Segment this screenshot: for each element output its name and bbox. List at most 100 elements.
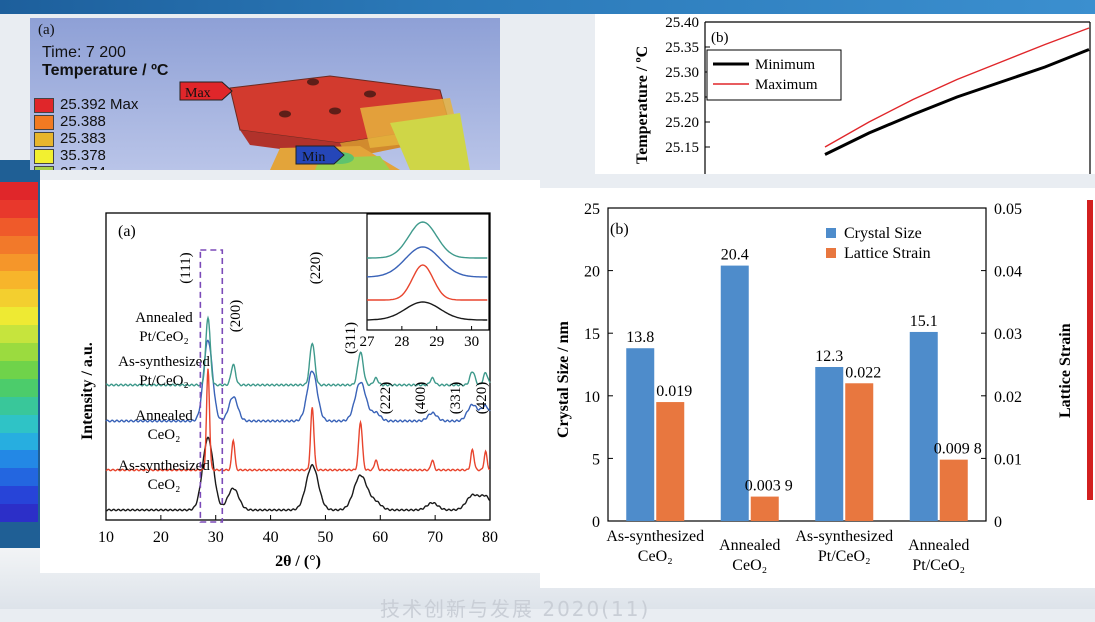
bar-crystal-size	[626, 348, 655, 521]
colorbar-cell	[0, 504, 38, 523]
colorbar-cell	[0, 468, 38, 487]
category-label: Annealed CeO₂	[719, 537, 780, 574]
y2-tick-label: 0.03	[994, 326, 1022, 343]
inset-x-tick-label: 30	[464, 334, 479, 350]
x-tick-label: 10	[98, 529, 114, 546]
data-label: 15.1	[910, 313, 938, 330]
inset-x-tick-label: 29	[429, 334, 444, 350]
inset-series-line	[367, 301, 488, 321]
x-tick-label: 40	[263, 529, 279, 546]
fea-simulation-panel: Max Min (a) Time: 7 200 Temperature / ºC…	[30, 18, 500, 170]
series-label-line: Pt/CeO₂	[139, 373, 188, 389]
x-tick-label: 80	[482, 529, 498, 546]
series-label: As-synthesized CeO₂	[118, 458, 210, 493]
bar-lattice-strain	[939, 459, 968, 521]
series-label-line: CeO₂	[148, 477, 181, 493]
fea-title: Temperature / ºC	[42, 62, 169, 79]
panel-label: (b)	[610, 221, 629, 238]
y2-tick-label: 0.05	[994, 201, 1022, 218]
panel-label: (a)	[118, 223, 136, 240]
series-label-line: CeO₂	[148, 427, 181, 443]
series-line-minimum	[824, 48, 1090, 156]
xrd-series-line	[105, 339, 491, 423]
peak-label: (400)	[413, 382, 429, 415]
x-tick-label: 20	[153, 529, 169, 546]
peak-label: (200)	[228, 300, 244, 333]
legend-box	[706, 49, 842, 101]
series-label: Annealed Pt/CeO₂	[135, 310, 193, 345]
legend-entry: Minimum	[755, 57, 815, 73]
series-label-line: As-synthesized	[118, 458, 210, 474]
bar-lattice-strain	[750, 496, 779, 521]
y-axis-label: Crystal Size / nm	[555, 320, 572, 438]
category-label-line: As-synthesized	[606, 528, 704, 545]
highlight-box	[199, 249, 224, 523]
legend-swatch	[34, 148, 54, 164]
y-tick-label: 25.35	[665, 40, 699, 56]
series-line-maximum	[824, 27, 1090, 148]
fea-model-image: Max Min	[179, 75, 470, 170]
y-tick-label: 25.40	[665, 15, 699, 31]
bottom-watermark-text: 技术创新与发展 2020(11)	[380, 597, 651, 621]
fea-panel-label: (a)	[38, 22, 55, 38]
inset-x-tick-label: 27	[360, 334, 376, 350]
bar-crystal-size	[909, 331, 938, 521]
legend-value: 25.392 Max	[60, 96, 139, 113]
x-tick-label: 50	[317, 529, 333, 546]
legend-value: 25.383	[60, 130, 106, 147]
colorbar-cell	[0, 182, 38, 201]
colorbar-cell	[0, 414, 38, 434]
plot-frame	[607, 207, 987, 522]
series-label-line: Annealed	[135, 310, 193, 326]
y2-tick-label: 0	[994, 514, 1002, 531]
colorbar-cell	[0, 271, 38, 290]
bar-lattice-strain	[656, 402, 685, 521]
fea-legend-row: 25.392 Max	[34, 96, 139, 113]
y-axis-label: Temperature / ºC	[634, 46, 651, 164]
legend-swatch	[34, 97, 54, 113]
fea-time-text: Time: 7 200	[42, 44, 126, 61]
series-label-line: Pt/CeO₂	[139, 329, 188, 345]
legend-swatch	[34, 131, 54, 147]
xrd-chart: 10 20 30 40 50 60 70 80 2θ / (°) Intensity / a.u.…	[79, 212, 498, 570]
data-label: 0.009 8	[934, 441, 982, 458]
y-tick-label: 25.15	[665, 140, 699, 156]
colorbar-cell	[0, 360, 38, 380]
y-tick-label: 25.25	[665, 90, 699, 106]
x-axis-label: 2θ / (°)	[275, 553, 321, 570]
panel-label: (b)	[711, 30, 729, 46]
plot-frame	[105, 212, 491, 521]
bar-plot-panel: 0 5 10 15 20 25 0 0.01 0.02 0.03 0.04 0.05 Crystal S…	[540, 188, 1095, 604]
category-label: Annealed Pt/CeO₂	[908, 537, 969, 574]
data-label: 0.022	[845, 364, 881, 381]
legend-entry: Crystal Size	[844, 225, 922, 242]
series-label: Annealed CeO₂	[135, 408, 193, 443]
colorbar-cell	[0, 396, 38, 416]
x-tick-label: 70	[427, 529, 443, 546]
legend-entry: Lattice Strain	[844, 245, 931, 262]
category-label: As-synthesized Pt/CeO₂	[795, 528, 893, 565]
series-label: As-synthesized Pt/CeO₂	[118, 354, 210, 389]
colorbar-cell	[0, 199, 38, 219]
inset-series-line	[367, 246, 488, 278]
min-tag: Min	[295, 145, 345, 165]
top-banner	[0, 0, 1095, 14]
category-label-line: CeO₂	[638, 548, 673, 565]
y-tick-label: 20	[584, 264, 600, 281]
category-label-line: Annealed	[908, 537, 969, 554]
temperature-line-chart: 25.40 25.35 25.30 25.25 25.20 25.15 Temperatur…	[634, 15, 1091, 174]
temperature-plot-panel: 25.40 25.35 25.30 25.25 25.20 25.15 Temperatur…	[595, 14, 1095, 174]
legend-value: 25.374	[60, 164, 106, 170]
legend-swatch	[826, 228, 836, 238]
svg-text:Max: Max	[185, 86, 211, 101]
inset-series-line	[367, 264, 488, 301]
y2-tick-label: 0.04	[994, 264, 1022, 281]
colorbar-cell	[0, 235, 38, 255]
bar-crystal-size	[720, 265, 749, 521]
peak-label: (331)	[448, 382, 464, 415]
data-label: 0.019	[656, 383, 692, 400]
category-label-line: Pt/CeO₂	[818, 548, 871, 565]
colorbar-cell	[0, 289, 38, 308]
data-label: 20.4	[721, 247, 749, 264]
legend-value: 25.388	[60, 113, 106, 130]
